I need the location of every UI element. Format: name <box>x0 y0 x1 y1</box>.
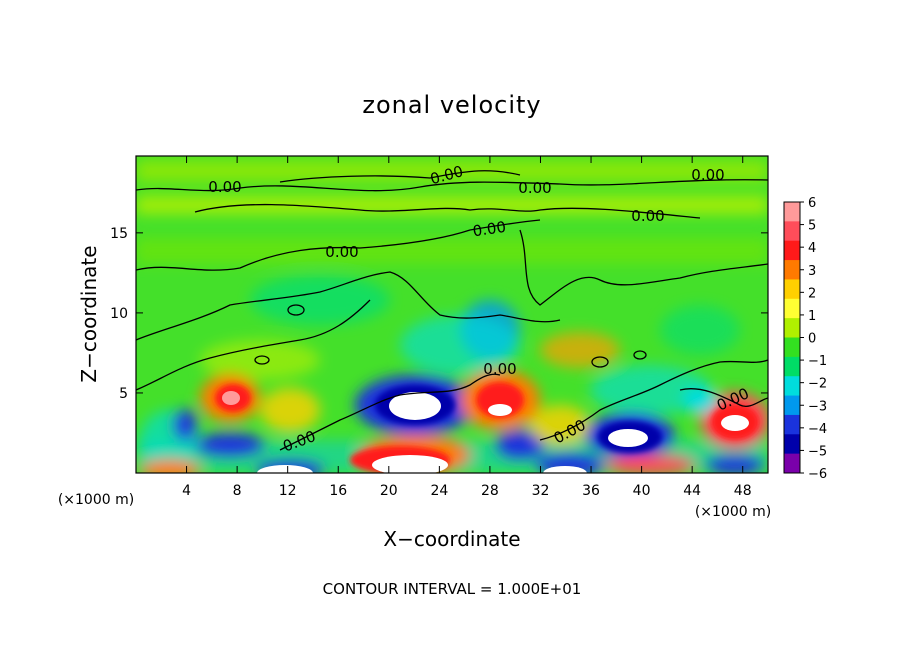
contour-label: 0.00 <box>518 179 551 197</box>
heatmap-field <box>136 156 768 473</box>
colorbar-swatch <box>784 395 800 416</box>
x-tick-label: 12 <box>279 483 297 499</box>
colorbar-tick-label: −4 <box>808 422 827 437</box>
x-axis-unit-right: (×1000 m) <box>695 504 771 520</box>
colorbar-tick-label: −1 <box>808 354 827 369</box>
x-tick-label: 36 <box>582 483 600 499</box>
colorbar-tick-label: 6 <box>808 196 816 211</box>
colorbar-tick-label: −2 <box>808 377 827 392</box>
colorbar-swatch <box>784 279 800 300</box>
colorbar: 6 5 4 3 2 1 0 −1 −2 −3 −4 −5 −6 <box>783 196 827 482</box>
y-tick-label: 5 <box>119 386 128 402</box>
plot-frame <box>135 155 769 474</box>
chart-title: zonal velocity <box>362 91 541 119</box>
x-tick-label: 32 <box>532 483 550 499</box>
contour-label: 0.00 <box>208 178 241 196</box>
colorbar-swatch <box>784 356 800 377</box>
x-axis-unit-left: (×1000 m) <box>58 492 134 508</box>
x-tick-label: 20 <box>380 483 398 499</box>
colorbar-swatch <box>784 414 800 435</box>
x-tick-label: 44 <box>683 483 701 499</box>
contour-label: 0.00 <box>325 243 358 261</box>
colorbar-swatch <box>784 376 800 397</box>
x-tick-label: 24 <box>430 483 448 499</box>
colorbar-tick-label: −5 <box>808 444 827 459</box>
contour-label: 0.00 <box>691 166 724 184</box>
x-tick-label: 16 <box>329 483 347 499</box>
y-tick-label: 15 <box>110 226 128 242</box>
x-tick-label: 8 <box>233 483 242 499</box>
contour-interval-note: CONTOUR INTERVAL = 1.000E+01 <box>323 580 582 598</box>
colorbar-tick-label: 5 <box>808 219 816 234</box>
colorbar-swatch <box>784 202 800 222</box>
colorbar-swatch <box>784 260 800 280</box>
contour-label: 0.00 <box>483 360 516 378</box>
colorbar-swatch <box>784 240 800 261</box>
x-tick-label: 28 <box>481 483 499 499</box>
colorbar-swatch <box>784 453 800 474</box>
colorbar-tick-label: −6 <box>808 467 827 482</box>
contour-label: 0.00 <box>631 207 664 225</box>
colorbar-swatch <box>784 337 800 358</box>
colorbar-tick-label: −3 <box>808 399 827 414</box>
colorbar-swatch <box>784 298 800 319</box>
colorbar-tick-label: 2 <box>808 286 816 301</box>
colorbar-tick-label: 1 <box>808 309 816 324</box>
x-tick-label: 48 <box>734 483 752 499</box>
y-axis-label: Z−coordinate <box>77 245 101 382</box>
y-tick-label: 10 <box>110 306 128 322</box>
colorbar-swatch <box>784 221 800 242</box>
x-tick-label: 4 <box>182 483 191 499</box>
x-tick-label: 40 <box>633 483 651 499</box>
contour-label: 0.00 <box>472 218 508 240</box>
y-axis-ticks: 5 10 15 <box>110 226 768 402</box>
colorbar-tick-label: 4 <box>808 241 816 256</box>
colorbar-swatch <box>784 434 800 455</box>
x-axis-ticks: 4 8 12 16 20 24 28 32 36 40 44 48 <box>182 156 752 499</box>
x-axis-label: X−coordinate <box>383 527 520 551</box>
colorbar-tick-label: 0 <box>808 332 816 347</box>
colorbar-swatch <box>784 318 800 338</box>
colorbar-tick-label: 3 <box>808 264 816 279</box>
